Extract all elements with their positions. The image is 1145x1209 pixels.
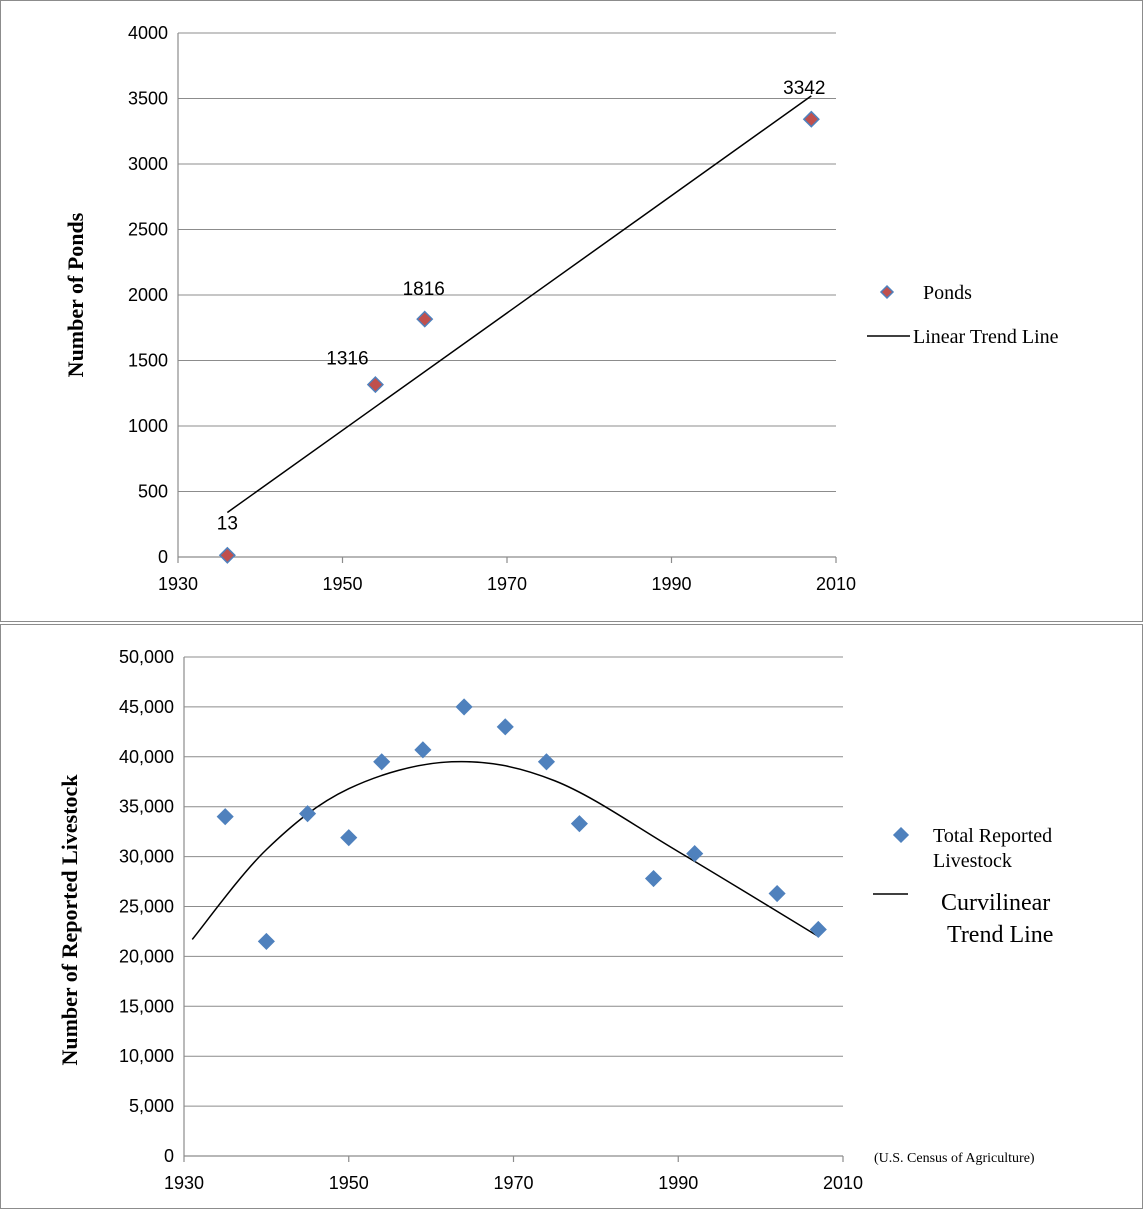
ponds-x-tick-label: 1970 xyxy=(487,574,527,594)
ponds-data-label: 1816 xyxy=(403,279,445,300)
livestock-data-point xyxy=(809,920,827,939)
ponds-y-tick-label: 3000 xyxy=(128,154,168,174)
livestock-y-tick-label: 0 xyxy=(164,1146,174,1166)
livestock-x-tick-label: 2010 xyxy=(823,1173,863,1193)
livestock-data-point xyxy=(257,932,275,950)
ponds-chart: 0 500 1000 1500 2000 2500 3000 3500 4000 1930 1950… xyxy=(63,23,1059,594)
livestock-x-tick-label: 1990 xyxy=(658,1173,698,1193)
ponds-x-tick-label: 1930 xyxy=(158,574,198,594)
livestock-y-tick-label: 15,000 xyxy=(119,996,174,1016)
livestock-x-tick-label: 1930 xyxy=(164,1173,204,1193)
ponds-data-point xyxy=(416,310,434,328)
ponds-x-tick-label: 1950 xyxy=(322,574,362,594)
livestock-data-point xyxy=(299,805,317,823)
ponds-data-label: 13 xyxy=(217,513,238,534)
livestock-data-point xyxy=(644,869,663,888)
ponds-data-point xyxy=(218,546,236,564)
livestock-legend-trend-label: Curvilinear xyxy=(941,890,1050,916)
ponds-trend-line xyxy=(226,95,812,514)
ponds-y-tick-label: 3500 xyxy=(128,89,168,109)
ponds-y-tick-label: 0 xyxy=(158,547,168,567)
livestock-data-point xyxy=(216,808,234,826)
livestock-legend-label: Total Reported xyxy=(933,825,1052,847)
livestock-chart-panel: 0 5,000 10,000 15,000 20,000 25,000 30,000 35,0… xyxy=(0,624,1143,1209)
ponds-y-tick-label: 1000 xyxy=(128,416,168,436)
livestock-data-point xyxy=(455,698,473,716)
livestock-y-tick-label: 5,000 xyxy=(129,1096,174,1116)
ponds-data-label: 3342 xyxy=(783,78,825,99)
livestock-data-point xyxy=(340,829,358,847)
livestock-trend-line xyxy=(191,760,819,940)
livestock-y-tick-label: 10,000 xyxy=(119,1046,174,1066)
ponds-legend-trend-label: Linear Trend Line xyxy=(913,326,1059,348)
livestock-y-tick-label: 50,000 xyxy=(119,647,174,667)
livestock-source-annotation: (U.S. Census of Agriculture) xyxy=(874,1151,1035,1166)
ponds-data-point xyxy=(802,110,820,128)
livestock-x-tick-label: 1970 xyxy=(493,1173,533,1193)
livestock-data-point xyxy=(496,718,514,736)
livestock-data-point xyxy=(414,741,432,759)
livestock-y-tick-label: 35,000 xyxy=(119,797,174,817)
ponds-y-tick-label: 2500 xyxy=(128,220,168,240)
livestock-data-point xyxy=(686,845,704,863)
ponds-y-tick-label: 4000 xyxy=(128,23,168,43)
livestock-legend-marker xyxy=(892,826,910,844)
ponds-chart-panel: 0 500 1000 1500 2000 2500 3000 3500 4000 1930 1950… xyxy=(0,0,1143,622)
livestock-legend-trend-label: Trend Line xyxy=(947,922,1053,948)
livestock-y-axis-title: Number of Reported Livestock xyxy=(57,774,82,1066)
livestock-data-point xyxy=(373,753,391,771)
ponds-x-tick-label: 2010 xyxy=(816,574,856,594)
livestock-legend-label: Livestock xyxy=(933,850,1012,872)
livestock-data-point xyxy=(570,815,588,833)
ponds-y-tick-label: 1500 xyxy=(128,351,168,371)
livestock-y-tick-label: 20,000 xyxy=(119,946,174,966)
ponds-y-tick-label: 2000 xyxy=(128,285,168,305)
livestock-y-tick-label: 25,000 xyxy=(119,897,174,917)
livestock-x-tick-label: 1950 xyxy=(329,1173,369,1193)
ponds-legend-label: Ponds xyxy=(923,282,972,304)
ponds-y-axis-title: Number of Ponds xyxy=(63,212,88,377)
livestock-y-tick-label: 45,000 xyxy=(119,697,174,717)
livestock-y-tick-label: 30,000 xyxy=(119,847,174,867)
ponds-x-tick-label: 1990 xyxy=(651,574,691,594)
ponds-y-tick-label: 500 xyxy=(138,482,168,502)
ponds-legend-marker xyxy=(879,284,895,300)
livestock-chart: 0 5,000 10,000 15,000 20,000 25,000 30,000 35,0… xyxy=(57,647,1053,1193)
ponds-data-point xyxy=(366,376,384,394)
livestock-y-tick-label: 40,000 xyxy=(119,747,174,767)
livestock-data-point xyxy=(537,753,556,771)
ponds-data-label: 1316 xyxy=(326,349,368,370)
livestock-data-point xyxy=(768,884,786,903)
